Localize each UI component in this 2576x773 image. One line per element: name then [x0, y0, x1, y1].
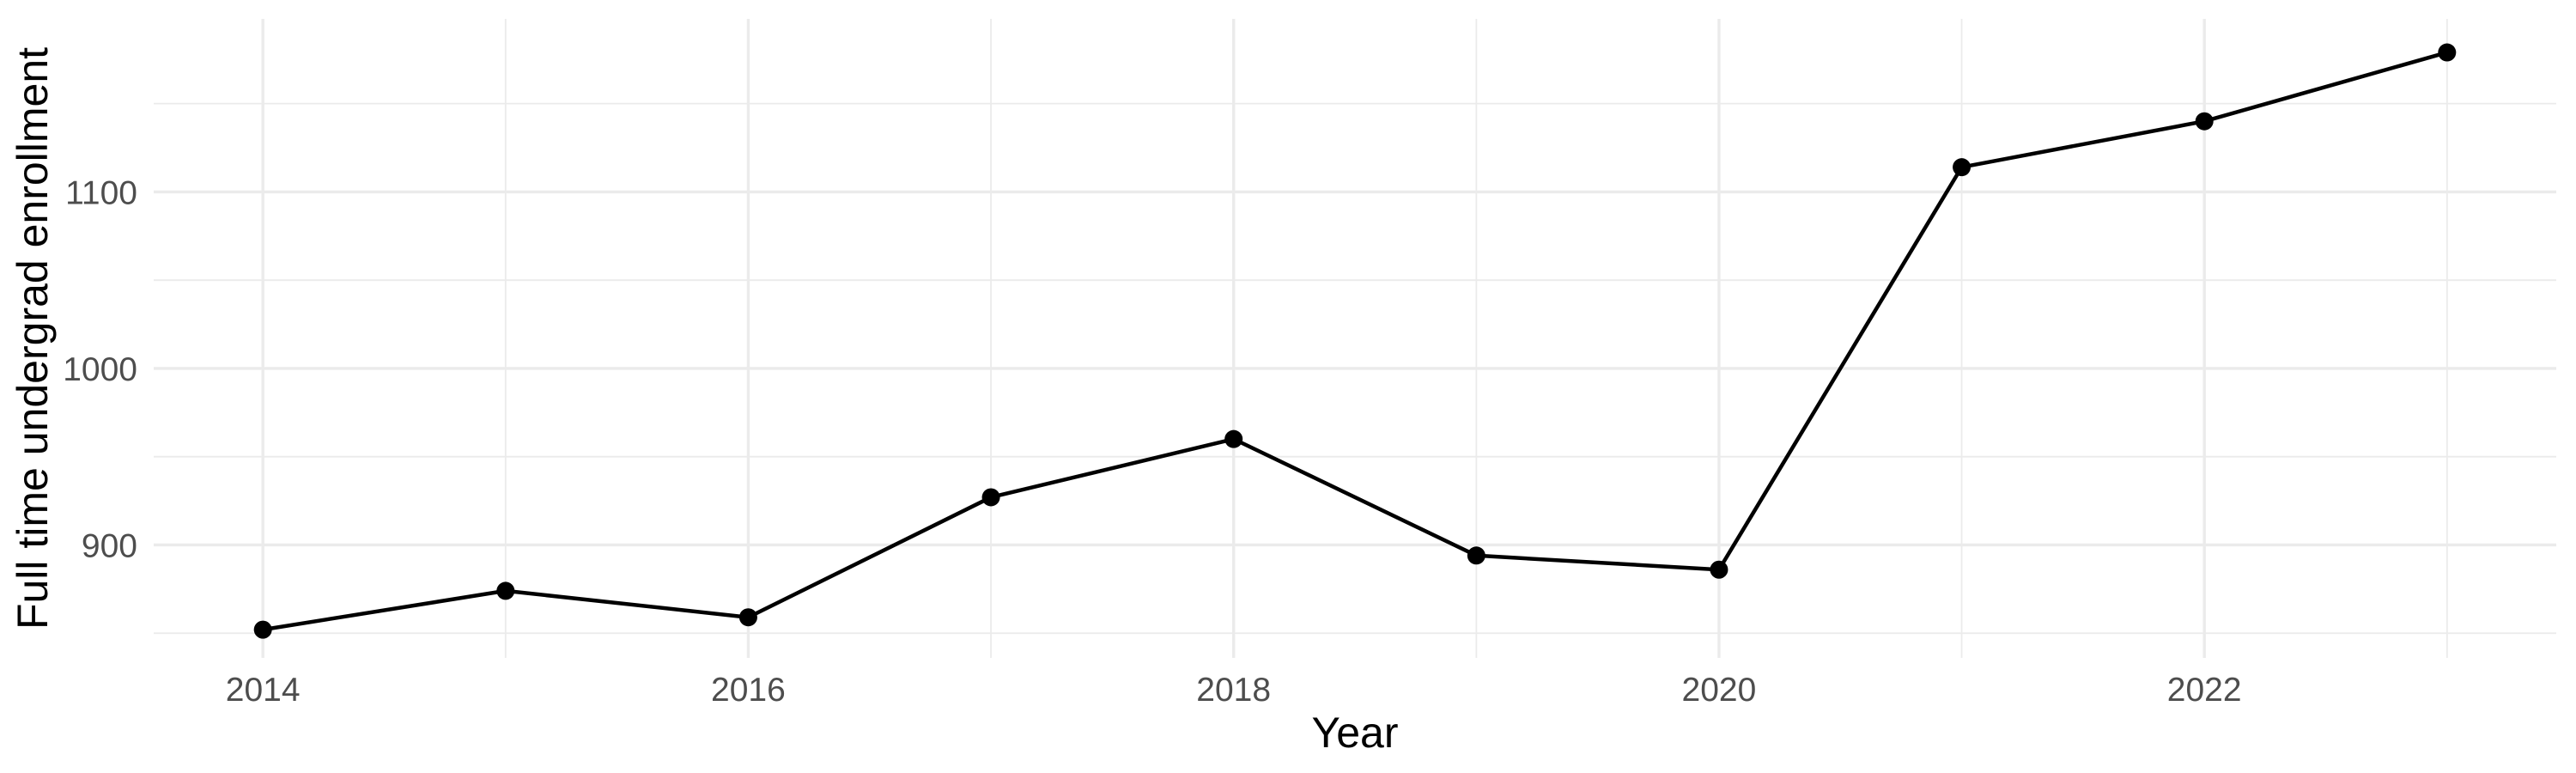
data-point-2019	[1467, 546, 1485, 565]
data-point-2018	[1224, 429, 1243, 448]
y-axis-tick-labels: 900 1000 1100	[63, 174, 137, 564]
x-axis-tick-labels: 2014 2016 2018 2020 2022	[226, 672, 2242, 709]
data-point-2015	[496, 581, 515, 600]
data-point-2020	[1710, 560, 1728, 579]
y-tick-label-900: 900	[82, 527, 137, 564]
data-point-2023	[2438, 43, 2457, 62]
y-tick-label-1100: 1100	[65, 174, 137, 211]
data-point-2016	[738, 608, 757, 627]
x-tick-label-2016: 2016	[711, 672, 786, 709]
major-gridlines	[154, 19, 2556, 658]
x-tick-label-2018: 2018	[1196, 672, 1271, 709]
minor-gridlines	[154, 19, 2556, 658]
x-tick-label-2020: 2020	[1682, 672, 1757, 709]
x-axis-title: Year	[1311, 709, 1398, 757]
y-tick-label-1000: 1000	[63, 351, 137, 388]
data-point-2022	[2195, 112, 2214, 131]
data-point-2021	[1953, 158, 1971, 177]
x-tick-label-2014: 2014	[226, 672, 301, 709]
enrollment-series-points	[253, 43, 2457, 639]
data-point-2014	[253, 620, 272, 639]
x-tick-label-2022: 2022	[2167, 672, 2242, 709]
enrollment-trend-line	[262, 50, 2448, 632]
data-point-2017	[981, 488, 1000, 507]
enrollment-series-line	[262, 50, 2448, 632]
y-axis-title: Full time undergrad enrollment	[9, 47, 57, 630]
